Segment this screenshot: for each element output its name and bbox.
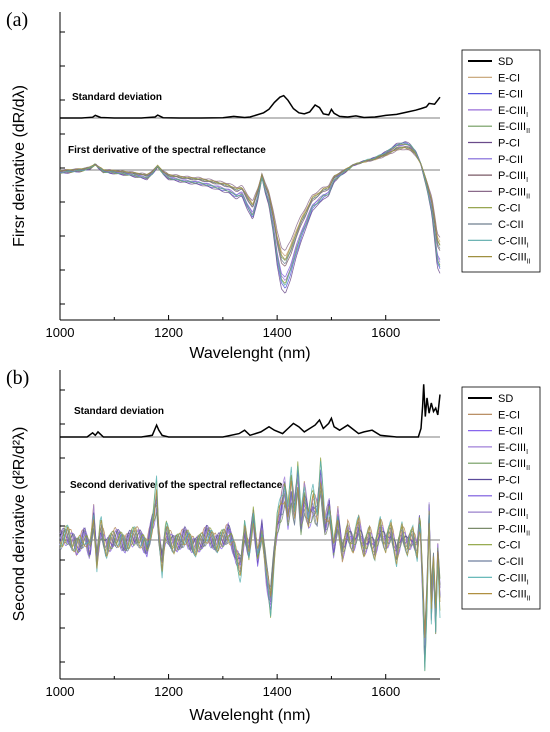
series-line-e-cii [59,493,441,635]
series-line-c-ciii-i [59,142,441,286]
legend-label: C-CII [498,219,524,231]
legend-label: P-CI [498,475,520,487]
legend-label: P-CIIII [498,170,528,184]
series-line-c-cii [59,483,441,635]
series-line-p-ci [59,472,441,656]
series-line-p-ciii-i [59,146,441,267]
legend-label: P-CII [498,491,523,503]
legend-label: C-CIIIII [498,589,531,603]
x-tick-label: 1600 [371,325,400,340]
legend-label: E-CII [498,89,523,101]
series-line-c-ciii-ii [59,480,441,638]
annotation-sd: Standard deviation [74,406,164,417]
panel-label: (a) [6,9,28,31]
x-tick-label: 1400 [263,684,292,699]
x-tick-label: 1000 [46,325,75,340]
legend-label: P-CIIII [498,507,528,521]
x-axis-title: Wavelenght (nm) [189,707,310,724]
legend-box [461,386,541,610]
y-axis-title: Firsr derivative (dR/dλ) [11,85,28,247]
legend-label: E-CIIIII [498,121,530,135]
series-line-e-ciii-ii [59,489,441,636]
annotation-derivative: Second derivative of the spectral reflec… [70,480,283,491]
annotation-sd: Standard deviation [72,92,162,103]
legend-label: SD [498,393,513,405]
series-line-e-ciii-i [59,471,441,668]
series-line-p-ciii-i [59,474,441,646]
legend-label: E-CI [498,409,520,421]
x-tick-label: 1200 [154,684,183,699]
series-line-p-cii [59,469,441,665]
series-line-sd [60,94,441,119]
legend-label: E-CIIII [498,105,528,119]
series-line-p-ci [59,141,441,294]
panel-a: (a) 1000 1200 1400 1600 Wavelenght (nm) Firsr … [6,9,541,362]
annotation-derivative: First derivative of the spectral reflect… [68,145,266,156]
legend-label: P-CIIIII [498,523,530,537]
legend-label: P-CII [498,154,523,166]
legend-label: C-CI [498,203,521,215]
series-line-sd [60,384,441,438]
legend-label: P-CIIIII [498,186,530,200]
x-axis-title: Wavelenght (nm) [189,345,310,362]
legend-label: C-CI [498,540,521,552]
series-line-c-ciii-i [59,460,441,671]
legend-label: E-CII [498,426,523,438]
legend-label: C-CIIII [498,235,529,249]
legend-label: C-CII [498,556,524,568]
legend-box [461,49,541,273]
panel-label: (b) [6,367,29,389]
x-tick-label: 1400 [263,325,292,340]
x-tick-label: 1200 [154,325,183,340]
legend-label: E-CIIIII [498,458,530,472]
series-line-c-cii [60,146,441,265]
panel-b: (b) 1000 1200 1400 1600 Wavelenght (nm) Second… [6,367,541,724]
legend-label: C-CIIII [498,572,529,586]
series-line-p-ciii-ii [59,484,441,630]
legend-label: E-CI [498,72,520,84]
legend-label: C-CIIIII [498,252,531,266]
series-line-e-ci [59,475,441,656]
legend-label: P-CI [498,138,520,150]
y-axis-title: Second derivative (d²R/d²λ) [11,427,28,622]
legend-label: SD [498,56,513,68]
x-tick-label: 1600 [371,684,400,699]
series-line-c-ciii-ii [59,146,441,260]
x-tick-label: 1000 [46,684,75,699]
legend-label: E-CIIII [498,442,528,456]
